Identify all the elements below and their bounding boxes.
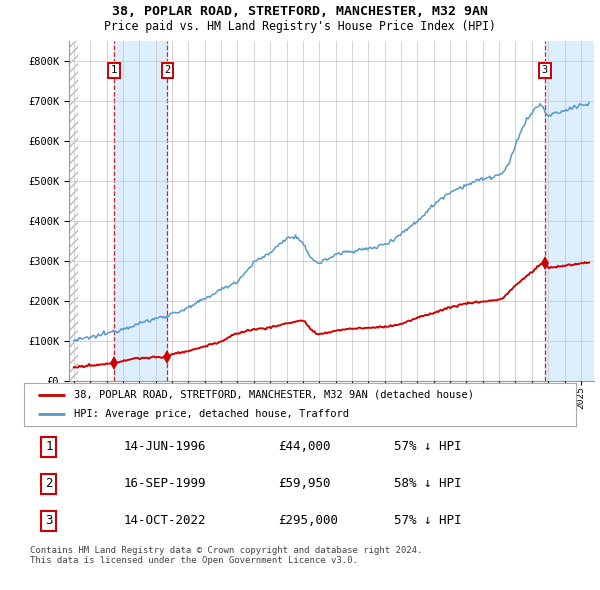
Text: 14-OCT-2022: 14-OCT-2022	[124, 514, 206, 527]
Text: 16-SEP-1999: 16-SEP-1999	[124, 477, 206, 490]
Text: 3: 3	[45, 514, 53, 527]
Bar	[114, 41, 167, 381]
Bar	[545, 41, 594, 381]
Bar	[69, 41, 78, 381]
Text: £44,000: £44,000	[278, 440, 331, 453]
Text: 38, POPLAR ROAD, STRETFORD, MANCHESTER, M32 9AN (detached house): 38, POPLAR ROAD, STRETFORD, MANCHESTER, …	[74, 389, 473, 399]
Text: 2: 2	[164, 65, 170, 75]
Text: 1: 1	[111, 65, 117, 75]
Text: 58% ↓ HPI: 58% ↓ HPI	[394, 477, 461, 490]
Text: HPI: Average price, detached house, Trafford: HPI: Average price, detached house, Traf…	[74, 409, 349, 419]
Text: 2: 2	[45, 477, 53, 490]
Text: Contains HM Land Registry data © Crown copyright and database right 2024.
This d: Contains HM Land Registry data © Crown c…	[30, 546, 422, 565]
Text: 57% ↓ HPI: 57% ↓ HPI	[394, 514, 461, 527]
Text: 14-JUN-1996: 14-JUN-1996	[124, 440, 206, 453]
Text: 1: 1	[45, 440, 53, 453]
Text: £59,950: £59,950	[278, 477, 331, 490]
Text: £295,000: £295,000	[278, 514, 338, 527]
Text: Price paid vs. HM Land Registry's House Price Index (HPI): Price paid vs. HM Land Registry's House …	[104, 20, 496, 33]
Text: 38, POPLAR ROAD, STRETFORD, MANCHESTER, M32 9AN: 38, POPLAR ROAD, STRETFORD, MANCHESTER, …	[112, 5, 488, 18]
Text: 3: 3	[542, 65, 548, 75]
Text: 57% ↓ HPI: 57% ↓ HPI	[394, 440, 461, 453]
